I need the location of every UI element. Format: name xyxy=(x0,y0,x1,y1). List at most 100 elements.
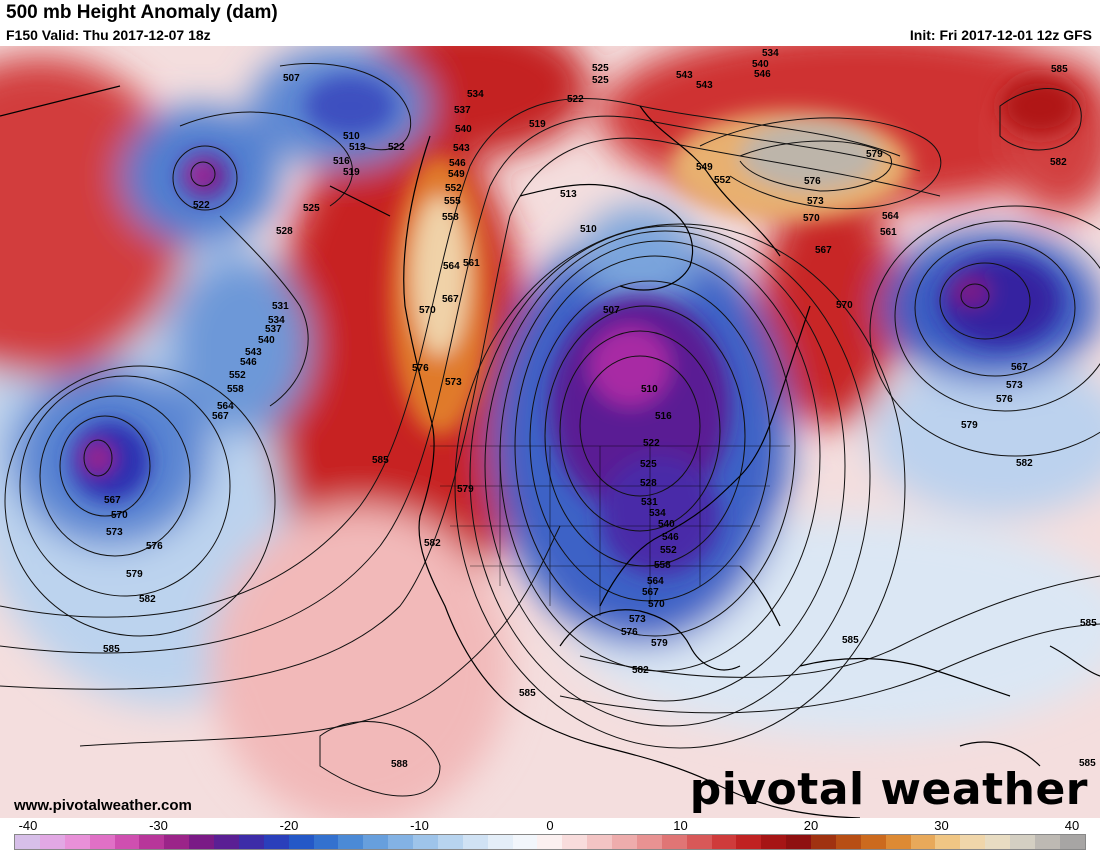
contour-label: 567 xyxy=(212,411,229,422)
contour-label: 534 xyxy=(762,48,779,59)
contour-label: 543 xyxy=(696,80,713,91)
colorbar-label: 10 xyxy=(673,818,688,833)
contour-label: 510 xyxy=(580,224,597,235)
contour-label: 585 xyxy=(1079,758,1096,769)
contour-label: 525 xyxy=(592,63,609,74)
colorbar-swatch xyxy=(64,835,90,849)
contour-label: 585 xyxy=(1080,618,1097,629)
colorbar-swatch xyxy=(214,835,239,849)
colorbar-swatch xyxy=(487,835,513,849)
contour-label: 549 xyxy=(448,169,465,180)
colorbar-swatch xyxy=(512,835,538,849)
init-time: Init: Fri 2017-12-01 12z GFS xyxy=(909,27,1092,43)
colorbar-label: 40 xyxy=(1064,818,1080,833)
contour-label: 567 xyxy=(442,294,459,305)
contour-label: 552 xyxy=(660,545,677,556)
colorbar-swatch xyxy=(835,835,861,849)
contour-label: 576 xyxy=(146,541,163,552)
colorbar-swatch xyxy=(238,835,264,849)
coastlines xyxy=(0,85,1100,818)
contour-label: 525 xyxy=(592,75,609,86)
contour-label: 579 xyxy=(866,149,883,160)
colorbar-swatch xyxy=(1034,835,1060,849)
colorbar-swatch xyxy=(1010,835,1035,849)
contour-label: 564 xyxy=(217,401,234,412)
contour-label: 570 xyxy=(803,213,820,224)
colorbar: -40 -30 -20 -10 0 10 20 30 40 xyxy=(0,818,1100,850)
colorbar-swatch xyxy=(985,835,1010,849)
contour-label: 546 xyxy=(449,158,466,169)
contour-label: 564 xyxy=(882,211,899,222)
website-label: www.pivotalweather.com xyxy=(14,797,192,814)
header: 500 mb Height Anomaly (dam) F150 Valid: … xyxy=(0,0,1100,46)
contour-label: 573 xyxy=(445,377,462,388)
contour-label: 531 xyxy=(641,497,658,508)
contour-label: 570 xyxy=(648,599,665,610)
contour-label: 549 xyxy=(696,162,713,173)
contour-label: 546 xyxy=(662,532,679,543)
contour-label: 567 xyxy=(642,587,659,598)
colorbar-swatches xyxy=(14,834,1086,850)
contour-label: 567 xyxy=(1011,362,1028,373)
contour-label: 585 xyxy=(1051,64,1068,75)
contour-label: 534 xyxy=(649,508,666,519)
colorbar-swatch xyxy=(711,835,737,849)
contour-label: 585 xyxy=(103,644,120,655)
contour-label: 567 xyxy=(815,245,832,256)
colorbar-label: 20 xyxy=(803,818,819,833)
colorbar-swatch xyxy=(413,835,438,849)
contour-label: 534 xyxy=(268,315,285,326)
colorbar-swatch xyxy=(15,835,40,849)
contour-label: 561 xyxy=(880,227,897,238)
contour-label: 582 xyxy=(139,594,156,605)
contour-label: 540 xyxy=(752,59,769,70)
contour-label: 540 xyxy=(455,124,472,135)
colorbar-swatch xyxy=(587,835,612,849)
colorbar-swatch xyxy=(910,835,936,849)
contour-label: 546 xyxy=(754,69,771,80)
contour-label: 552 xyxy=(445,183,462,194)
colorbar-swatch xyxy=(761,835,787,849)
contour-label: 507 xyxy=(603,305,620,316)
valid-time: F150 Valid: Thu 2017-12-07 18z xyxy=(6,27,211,43)
colorbar-swatch xyxy=(363,835,389,849)
contour-label: 507 xyxy=(283,73,300,84)
brand-logo: pivotal weather xyxy=(689,764,1088,815)
contour-label: 540 xyxy=(258,335,275,346)
colorbar-label: -40 xyxy=(18,818,38,833)
contour-label: 588 xyxy=(391,759,408,770)
colorbar-swatch xyxy=(661,835,687,849)
contour-label: 582 xyxy=(632,665,649,676)
colorbar-label: -10 xyxy=(410,818,429,833)
state-borders xyxy=(430,445,790,616)
contour-label: 579 xyxy=(126,569,143,580)
contour-label: 537 xyxy=(265,324,282,335)
colorbar-swatch xyxy=(313,835,339,849)
contour-label: 516 xyxy=(655,411,672,422)
contour-label: 522 xyxy=(193,200,210,211)
contour-label: 570 xyxy=(836,300,853,311)
contour-label: 573 xyxy=(807,196,824,207)
colorbar-label: 0 xyxy=(546,818,554,833)
colorbar-swatch xyxy=(686,835,712,849)
colorbar-swatch xyxy=(612,835,637,849)
anomaly-cores xyxy=(70,76,1080,576)
contour-label: 576 xyxy=(621,627,638,638)
contour-label: 519 xyxy=(343,167,360,178)
contour-label: 576 xyxy=(996,394,1013,405)
contour-label: 579 xyxy=(457,484,474,495)
contour-label: 567 xyxy=(104,495,121,506)
contour-label: 555 xyxy=(444,196,461,207)
contour-label: 519 xyxy=(529,119,546,130)
contour-label: 564 xyxy=(443,261,460,272)
contour-label: 537 xyxy=(454,105,471,116)
contour-label: 528 xyxy=(276,226,293,237)
contour-labels: 507 510 513 516 519 522 522 525 528 531 … xyxy=(103,48,1097,770)
contour-label: 543 xyxy=(245,347,262,358)
contour-label: 564 xyxy=(647,576,664,587)
contour-label: 576 xyxy=(412,363,429,374)
contour-label: 576 xyxy=(804,176,821,187)
colorbar-label: -30 xyxy=(149,818,168,833)
anomaly-fill xyxy=(0,46,1100,818)
